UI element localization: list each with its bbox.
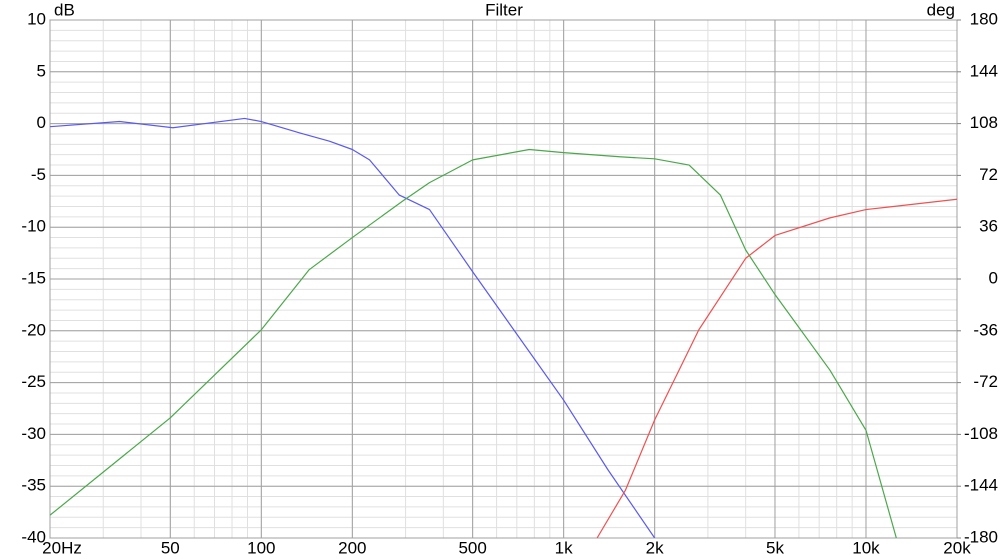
x-tick-label: 20k xyxy=(943,538,971,557)
y-tick-label: -10 xyxy=(21,217,46,236)
y2-tick-label: 72 xyxy=(979,165,998,184)
y2-tick-label: 180 xyxy=(970,9,998,28)
chart-title: Filter xyxy=(485,0,523,19)
x-tick-label: 2k xyxy=(646,538,664,557)
x-tick-label: 50 xyxy=(161,538,180,557)
y2-axis-label: deg xyxy=(927,0,955,19)
y-tick-label: -5 xyxy=(31,165,46,184)
x-tick-label: 500 xyxy=(458,538,486,557)
y-axis-label: dB xyxy=(54,0,75,19)
y2-tick-label: -108 xyxy=(964,424,998,443)
y-tick-label: -35 xyxy=(21,476,46,495)
y2-tick-label: -144 xyxy=(964,476,998,495)
y-tick-label: -30 xyxy=(21,424,46,443)
y-tick-label: -25 xyxy=(21,372,46,391)
y2-tick-label: -180 xyxy=(964,527,998,546)
y2-tick-label: 36 xyxy=(979,217,998,236)
x-tick-label: 20Hz xyxy=(42,538,82,557)
y-tick-label: -40 xyxy=(21,527,46,546)
x-tick-label: 10k xyxy=(852,538,880,557)
lines xyxy=(50,117,957,538)
x-tick-label: 100 xyxy=(247,538,275,557)
x-tick-label: 5k xyxy=(766,538,784,557)
series-line xyxy=(596,198,957,538)
y-tick-label: 0 xyxy=(37,113,46,132)
y-tick-label: -20 xyxy=(21,320,46,339)
y-tick-label: -15 xyxy=(21,268,46,287)
series-line xyxy=(50,117,656,538)
y2-tick-label: -72 xyxy=(973,372,998,391)
y-tick-label: 10 xyxy=(27,9,46,28)
series-line xyxy=(50,148,897,538)
y2-tick-label: 108 xyxy=(970,113,998,132)
major-grid xyxy=(49,19,958,539)
x-tick-label: 200 xyxy=(338,538,366,557)
y2-tick-label: 0 xyxy=(989,268,998,287)
x-tick-label: 1k xyxy=(555,538,573,557)
y2-tick-label: 144 xyxy=(970,61,998,80)
y2-tick-label: -36 xyxy=(973,320,998,339)
y-tick-label: 5 xyxy=(37,61,46,80)
